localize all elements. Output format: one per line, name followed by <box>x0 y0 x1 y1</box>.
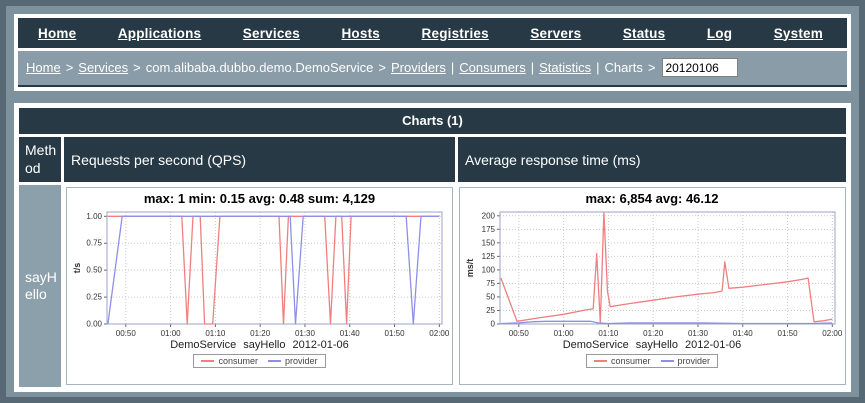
legend-item-consumer: consumer <box>201 356 258 366</box>
svg-text:01:40: 01:40 <box>732 329 753 338</box>
svg-text:01:10: 01:10 <box>205 329 226 338</box>
svg-text:00:50: 00:50 <box>116 329 137 338</box>
nav-link-hosts[interactable]: Hosts <box>341 25 380 41</box>
column-header-method: Method <box>19 137 61 182</box>
top-panel: Home Applications Services Hosts Registries S… <box>14 14 851 91</box>
svg-text:01:50: 01:50 <box>777 329 798 338</box>
legend-item-consumer: consumer <box>593 356 651 366</box>
charts-table-title: Charts (1) <box>19 108 846 134</box>
svg-text:01:10: 01:10 <box>598 329 619 338</box>
provider-line-swatch-icon <box>268 360 281 362</box>
svg-text:01:40: 01:40 <box>340 329 361 338</box>
breadcrumb-link-statistics[interactable]: Statistics <box>539 60 592 75</box>
response-time-chart-plot: 00:50 01:00 01:10 01:20 01:30 01:40 01:50 02:00… <box>465 211 842 338</box>
svg-text:01:00: 01:00 <box>553 329 574 338</box>
svg-text:02:00: 02:00 <box>822 329 842 338</box>
method-cell: sayHello <box>19 185 61 387</box>
breadcrumb-link-services[interactable]: Services <box>78 60 129 75</box>
breadcrumb-text-com-alibaba-dubbo-demo-demoservice: com.alibaba.dubbo.demo.DemoService <box>145 60 374 75</box>
legend-label-consumer: consumer <box>218 356 258 366</box>
svg-text:01:00: 01:00 <box>161 329 182 338</box>
breadcrumb-segments: Home > Services > com.alibaba.dubbo.demo.Dem… <box>26 60 660 75</box>
breadcrumb-link-home[interactable]: Home <box>26 60 61 75</box>
legend-label-provider: provider <box>285 356 318 366</box>
legend-label-provider: provider <box>677 356 711 366</box>
svg-text:00:50: 00:50 <box>508 329 529 338</box>
svg-text:0: 0 <box>490 320 495 329</box>
legend-item-provider: provider <box>660 356 711 366</box>
response-time-chart-title: max: 6,854 avg: 46.12 <box>585 191 719 206</box>
response-time-chart-cell: max: 6,854 avg: 46.12 00:50 01:00 01:10 01:… <box>458 185 846 387</box>
nav-link-servers[interactable]: Servers <box>530 25 582 41</box>
column-header-response-time: Average response time (ms) <box>458 137 846 182</box>
breadcrumb-separator: | <box>530 60 535 75</box>
legend-item-provider: provider <box>268 356 318 366</box>
breadcrumb-separator: | <box>596 60 600 75</box>
svg-text:0.50: 0.50 <box>86 266 102 275</box>
svg-text:75: 75 <box>486 279 495 288</box>
svg-text:150: 150 <box>481 238 495 247</box>
qps-chart-legend: consumer provider <box>193 354 326 368</box>
page-background: Home Applications Services Hosts Registries S… <box>6 6 859 397</box>
consumer-line-swatch-icon <box>593 360 607 362</box>
response-time-chart-legend: consumer provider <box>585 354 719 368</box>
breadcrumb-link-providers[interactable]: Providers <box>390 60 446 75</box>
nav-link-home[interactable]: Home <box>38 25 77 41</box>
svg-text:0.75: 0.75 <box>86 239 102 248</box>
svg-text:0.00: 0.00 <box>86 320 102 329</box>
charts-table: Charts (1) Method Requests per second (Q… <box>19 108 846 387</box>
nav-link-registries[interactable]: Registries <box>421 25 489 41</box>
qps-chart-title: max: 1 min: 0.15 avg: 0.48 sum: 4,129 <box>143 191 376 206</box>
breadcrumb-separator: > <box>647 60 656 75</box>
nav-link-applications[interactable]: Applications <box>117 25 202 41</box>
svg-text:100: 100 <box>481 265 495 274</box>
charts-panel: Charts (1) Method Requests per second (Q… <box>14 103 851 392</box>
svg-text:25: 25 <box>486 306 495 315</box>
legend-label-consumer: consumer <box>610 356 651 366</box>
breadcrumb-separator: > <box>378 60 386 75</box>
svg-text:t/s: t/s <box>72 263 82 274</box>
main-navigation: Home Applications Services Hosts Registries S… <box>18 18 847 48</box>
column-header-qps: Requests per second (QPS) <box>64 137 455 182</box>
consumer-line-swatch-icon <box>201 360 215 362</box>
nav-link-services[interactable]: Services <box>242 25 300 41</box>
breadcrumb-separator: > <box>65 60 74 75</box>
breadcrumb-link-consumers[interactable]: Consumers <box>459 60 526 75</box>
breadcrumb-separator: | <box>450 60 455 75</box>
date-input[interactable] <box>662 58 739 77</box>
breadcrumb-text-charts: Charts <box>604 60 643 75</box>
qps-chart-cell: max: 1 min: 0.15 avg: 0.48 sum: 4,129 00… <box>64 185 455 387</box>
svg-text:50: 50 <box>486 292 495 301</box>
svg-text:200: 200 <box>481 211 495 220</box>
svg-text:01:20: 01:20 <box>250 329 271 338</box>
nav-link-log[interactable]: Log <box>706 25 733 41</box>
svg-text:01:30: 01:30 <box>295 329 316 338</box>
response-time-chart: max: 6,854 avg: 46.12 00:50 01:00 01:10 01:… <box>458 187 846 385</box>
qps-chart: max: 1 min: 0.15 avg: 0.48 sum: 4,129 00… <box>66 187 453 385</box>
svg-text:02:00: 02:00 <box>429 329 449 338</box>
svg-text:01:30: 01:30 <box>687 329 708 338</box>
svg-text:01:20: 01:20 <box>643 329 664 338</box>
svg-text:01:50: 01:50 <box>385 329 406 338</box>
nav-link-system[interactable]: System <box>773 25 823 41</box>
breadcrumb-separator: > <box>133 60 141 75</box>
qps-chart-xlabel: DemoService sayHello 2012-01-06 <box>170 339 349 351</box>
svg-text:ms/t: ms/t <box>465 259 475 278</box>
svg-text:125: 125 <box>481 252 495 261</box>
svg-text:0.25: 0.25 <box>86 293 102 302</box>
nav-link-status[interactable]: Status <box>622 25 666 41</box>
svg-text:175: 175 <box>481 225 495 234</box>
qps-chart-plot: 00:50 01:00 01:10 01:20 01:30 01:40 01:50 02:00… <box>72 211 449 338</box>
svg-text:1.00: 1.00 <box>86 212 102 221</box>
provider-line-swatch-icon <box>660 360 674 362</box>
response-time-chart-xlabel: DemoService sayHello 2012-01-06 <box>562 339 742 351</box>
breadcrumb: Home > Services > com.alibaba.dubbo.demo.Dem… <box>18 51 847 87</box>
